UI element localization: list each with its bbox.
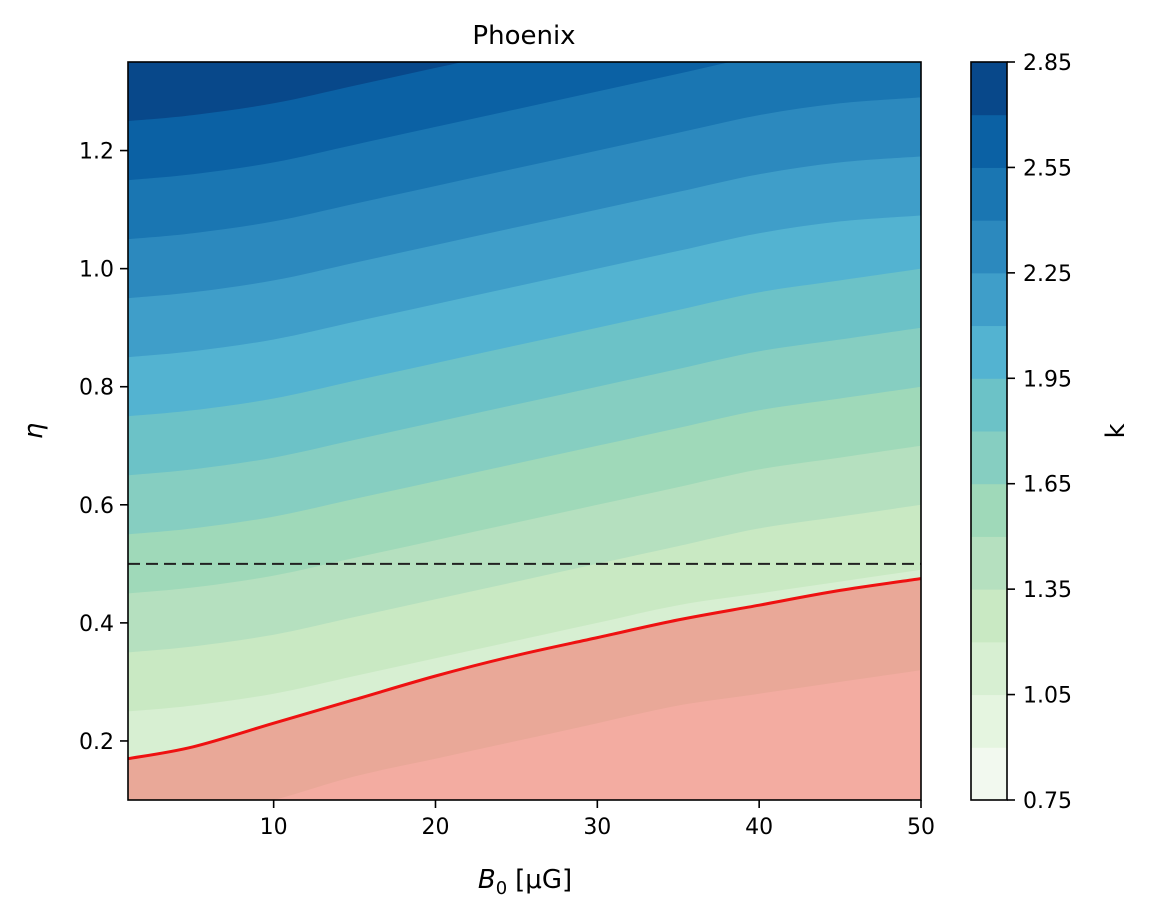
plot-frame — [127, 61, 922, 801]
colorbar-segment — [971, 589, 1007, 643]
y-tick-label: 1.2 — [79, 140, 114, 165]
y-axis-title: η — [19, 423, 49, 439]
colorbar-tick-label: 1.65 — [1023, 473, 1072, 498]
chart-title: Phoenix — [472, 21, 575, 51]
colorbar-segment — [971, 62, 1007, 116]
colorbar-segment — [971, 641, 1007, 696]
colorbar-tick-label: 2.85 — [1023, 51, 1072, 76]
colorbar-segment — [971, 378, 1007, 432]
x-axis: 10 20 30 40 50 — [260, 800, 935, 840]
x-tick-label: 20 — [421, 815, 449, 840]
x-tick-label: 40 — [745, 815, 773, 840]
exclusion-boundary-line — [128, 577, 921, 761]
plot-area — [128, 62, 921, 800]
colorbar-segment — [971, 220, 1007, 274]
x-tick-label: 50 — [907, 815, 935, 840]
colorbar-axis: 0.75 1.05 1.35 1.65 1.95 2.25 2.55 2.85 — [1007, 51, 1072, 814]
colorbar-tick-label: 2.55 — [1023, 156, 1072, 181]
x-tick-label: 10 — [260, 815, 288, 840]
colorbar-tick-label: 1.05 — [1023, 684, 1072, 709]
colorbar-segment — [971, 483, 1007, 537]
colorbar-title: k — [1101, 423, 1131, 438]
colorbar-segment — [971, 167, 1007, 221]
colorbar-segment — [971, 114, 1007, 168]
colorbar-segment — [971, 747, 1007, 801]
x-axis-title: B0 [μG] — [478, 865, 572, 899]
colorbar-tick-label: 2.25 — [1023, 262, 1072, 287]
colorbar-segment — [971, 536, 1007, 590]
colorbar-tick-label: 1.95 — [1023, 367, 1072, 392]
y-tick-label: 0.8 — [79, 376, 114, 401]
colorbar-segment — [971, 325, 1007, 379]
excluded-region — [128, 578, 921, 800]
y-axis: 0.2 0.4 0.6 0.8 1.0 1.2 — [79, 140, 128, 755]
colorbar-frame — [970, 61, 1008, 801]
excluded-fill-lower — [273, 670, 921, 800]
colorbar-tick-label: 0.75 — [1023, 789, 1072, 814]
y-tick-label: 1.0 — [79, 258, 114, 283]
colorbar — [971, 62, 1007, 801]
colorbar-segment — [971, 694, 1007, 748]
colorbar-tick-label: 1.35 — [1023, 578, 1072, 603]
contour-band-13 — [128, 62, 463, 121]
y-tick-label: 0.2 — [79, 730, 114, 755]
y-tick-label: 0.4 — [79, 612, 114, 637]
y-tick-label: 0.6 — [79, 494, 114, 519]
x-tick-label: 30 — [583, 815, 611, 840]
colorbar-segment — [971, 431, 1007, 485]
colorbar-segment — [971, 272, 1007, 327]
